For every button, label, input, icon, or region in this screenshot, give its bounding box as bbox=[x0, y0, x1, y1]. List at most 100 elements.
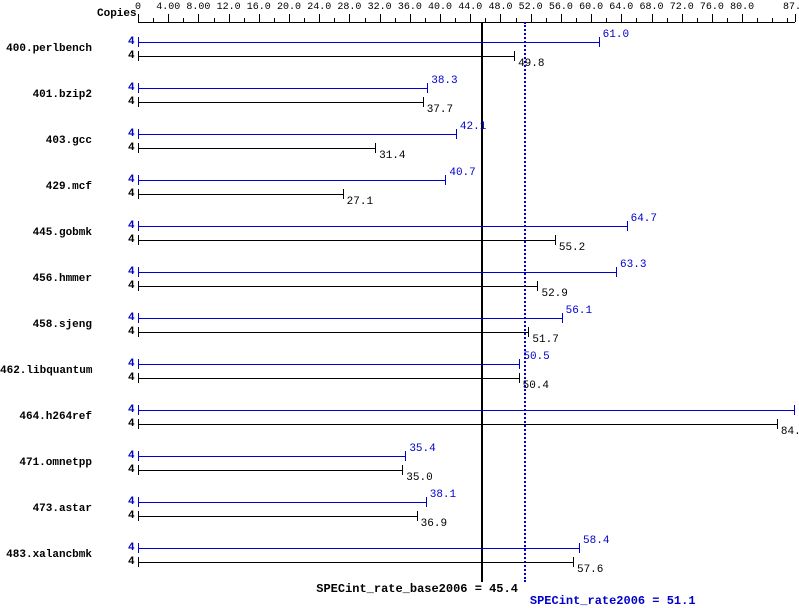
copies-value: 4 bbox=[128, 142, 135, 154]
axis-tick-minor bbox=[365, 18, 366, 22]
bar-endcap-base bbox=[343, 189, 344, 199]
benchmark-name: 464.h264ref bbox=[0, 411, 92, 423]
bar-value-base: 50.4 bbox=[523, 380, 549, 392]
axis-tick-label: 40.0 bbox=[428, 2, 452, 13]
axis-tick-label: 36.0 bbox=[398, 2, 422, 13]
bar-base bbox=[138, 286, 537, 287]
axis-tick-label: 12.0 bbox=[217, 2, 241, 13]
bar-peak bbox=[138, 548, 579, 549]
ref-line-peak bbox=[524, 22, 526, 582]
bar-endcap-base bbox=[514, 51, 515, 61]
copies-value: 4 bbox=[128, 464, 135, 476]
axis-tick-minor bbox=[485, 18, 486, 22]
axis-tick-minor bbox=[697, 18, 698, 22]
bar-peak bbox=[138, 272, 616, 273]
bar-value-base: 51.7 bbox=[532, 334, 558, 346]
benchmark-name: 483.xalancbmk bbox=[0, 549, 92, 561]
copies-value: 4 bbox=[128, 234, 135, 246]
bar-value-base: 55.2 bbox=[559, 242, 585, 254]
benchmark-name: 429.mcf bbox=[0, 181, 92, 193]
bar-startcap-peak bbox=[138, 37, 139, 47]
copies-value: 4 bbox=[128, 312, 135, 324]
bar-startcap-base bbox=[138, 97, 139, 107]
copies-value: 4 bbox=[128, 96, 135, 108]
copies-value: 4 bbox=[128, 128, 135, 140]
benchmark-name: 403.gcc bbox=[0, 135, 92, 147]
bar-base bbox=[138, 378, 519, 379]
axis-tick-minor bbox=[636, 18, 637, 22]
bar-endcap-peak bbox=[562, 313, 563, 323]
bar-peak bbox=[138, 502, 426, 503]
bar-base bbox=[138, 470, 402, 471]
benchmark-name: 400.perlbench bbox=[0, 43, 92, 55]
axis-tick-minor bbox=[274, 18, 275, 22]
bar-startcap-peak bbox=[138, 83, 139, 93]
bar-endcap-base bbox=[777, 419, 778, 429]
bar-startcap-peak bbox=[138, 359, 139, 369]
copies-value: 4 bbox=[128, 450, 135, 462]
bar-startcap-peak bbox=[138, 543, 139, 553]
bar-peak bbox=[138, 88, 427, 89]
bar-value-base: 84.6 bbox=[781, 426, 799, 438]
bar-value-peak: 63.3 bbox=[620, 259, 646, 271]
bar-startcap-peak bbox=[138, 267, 139, 277]
bar-endcap-peak bbox=[445, 175, 446, 185]
bar-base bbox=[138, 102, 423, 103]
copies-header: Copies bbox=[97, 8, 137, 20]
axis-tick-label: 28.0 bbox=[337, 2, 361, 13]
bar-startcap-base bbox=[138, 419, 139, 429]
axis-tick-major bbox=[168, 14, 169, 22]
bar-base bbox=[138, 562, 573, 563]
bar-endcap-peak bbox=[456, 129, 457, 139]
bar-startcap-base bbox=[138, 51, 139, 61]
bar-startcap-base bbox=[138, 465, 139, 475]
bar-endcap-peak bbox=[627, 221, 628, 231]
benchmark-name: 471.omnetpp bbox=[0, 457, 92, 469]
bar-startcap-peak bbox=[138, 129, 139, 139]
bar-peak bbox=[138, 180, 445, 181]
bar-value-peak: 50.5 bbox=[523, 351, 549, 363]
bar-value-base: 37.7 bbox=[427, 104, 453, 116]
bar-base bbox=[138, 332, 528, 333]
bar-value-base: 35.0 bbox=[406, 472, 432, 484]
axis-tick-label: 52.0 bbox=[519, 2, 543, 13]
bar-endcap-base bbox=[402, 465, 403, 475]
bar-endcap-base bbox=[537, 281, 538, 291]
bar-startcap-peak bbox=[138, 175, 139, 185]
benchmark-name: 456.hmmer bbox=[0, 273, 92, 285]
bar-endcap-base bbox=[528, 327, 529, 337]
axis-tick-major bbox=[531, 14, 532, 22]
bar-startcap-base bbox=[138, 373, 139, 383]
axis-tick-major bbox=[742, 14, 743, 22]
axis-tick-label: 8.00 bbox=[186, 2, 210, 13]
axis-tick-label: 87.0 bbox=[783, 2, 799, 13]
axis-tick-minor bbox=[334, 18, 335, 22]
axis-tick-label: 60.0 bbox=[579, 2, 603, 13]
axis-tick-minor bbox=[395, 18, 396, 22]
axis-tick-major bbox=[470, 14, 471, 22]
copies-value: 4 bbox=[128, 266, 135, 278]
copies-value: 4 bbox=[128, 496, 135, 508]
axis-tick-label: 56.0 bbox=[549, 2, 573, 13]
axis-tick-major bbox=[138, 14, 139, 22]
bar-startcap-base bbox=[138, 557, 139, 567]
copies-value: 4 bbox=[128, 326, 135, 338]
bar-startcap-peak bbox=[138, 221, 139, 231]
footer-base-label: SPECint_rate_base2006 = 45.4 bbox=[316, 582, 518, 596]
axis-tick-label: 76.0 bbox=[700, 2, 724, 13]
bar-value-base: 49.8 bbox=[518, 58, 544, 70]
bar-endcap-base bbox=[423, 97, 424, 107]
bar-value-peak: 56.1 bbox=[566, 305, 592, 317]
axis-tick-minor bbox=[516, 18, 517, 22]
copies-value: 4 bbox=[128, 404, 135, 416]
copies-value: 4 bbox=[128, 50, 135, 62]
axis-tick-major bbox=[349, 14, 350, 22]
axis-tick-major bbox=[682, 14, 683, 22]
axis-tick-major bbox=[561, 14, 562, 22]
bar-base bbox=[138, 148, 375, 149]
axis-tick-minor bbox=[214, 18, 215, 22]
axis-tick-major bbox=[380, 14, 381, 22]
bar-startcap-base bbox=[138, 189, 139, 199]
axis-tick-major bbox=[621, 14, 622, 22]
bar-value-peak: 61.0 bbox=[603, 29, 629, 41]
